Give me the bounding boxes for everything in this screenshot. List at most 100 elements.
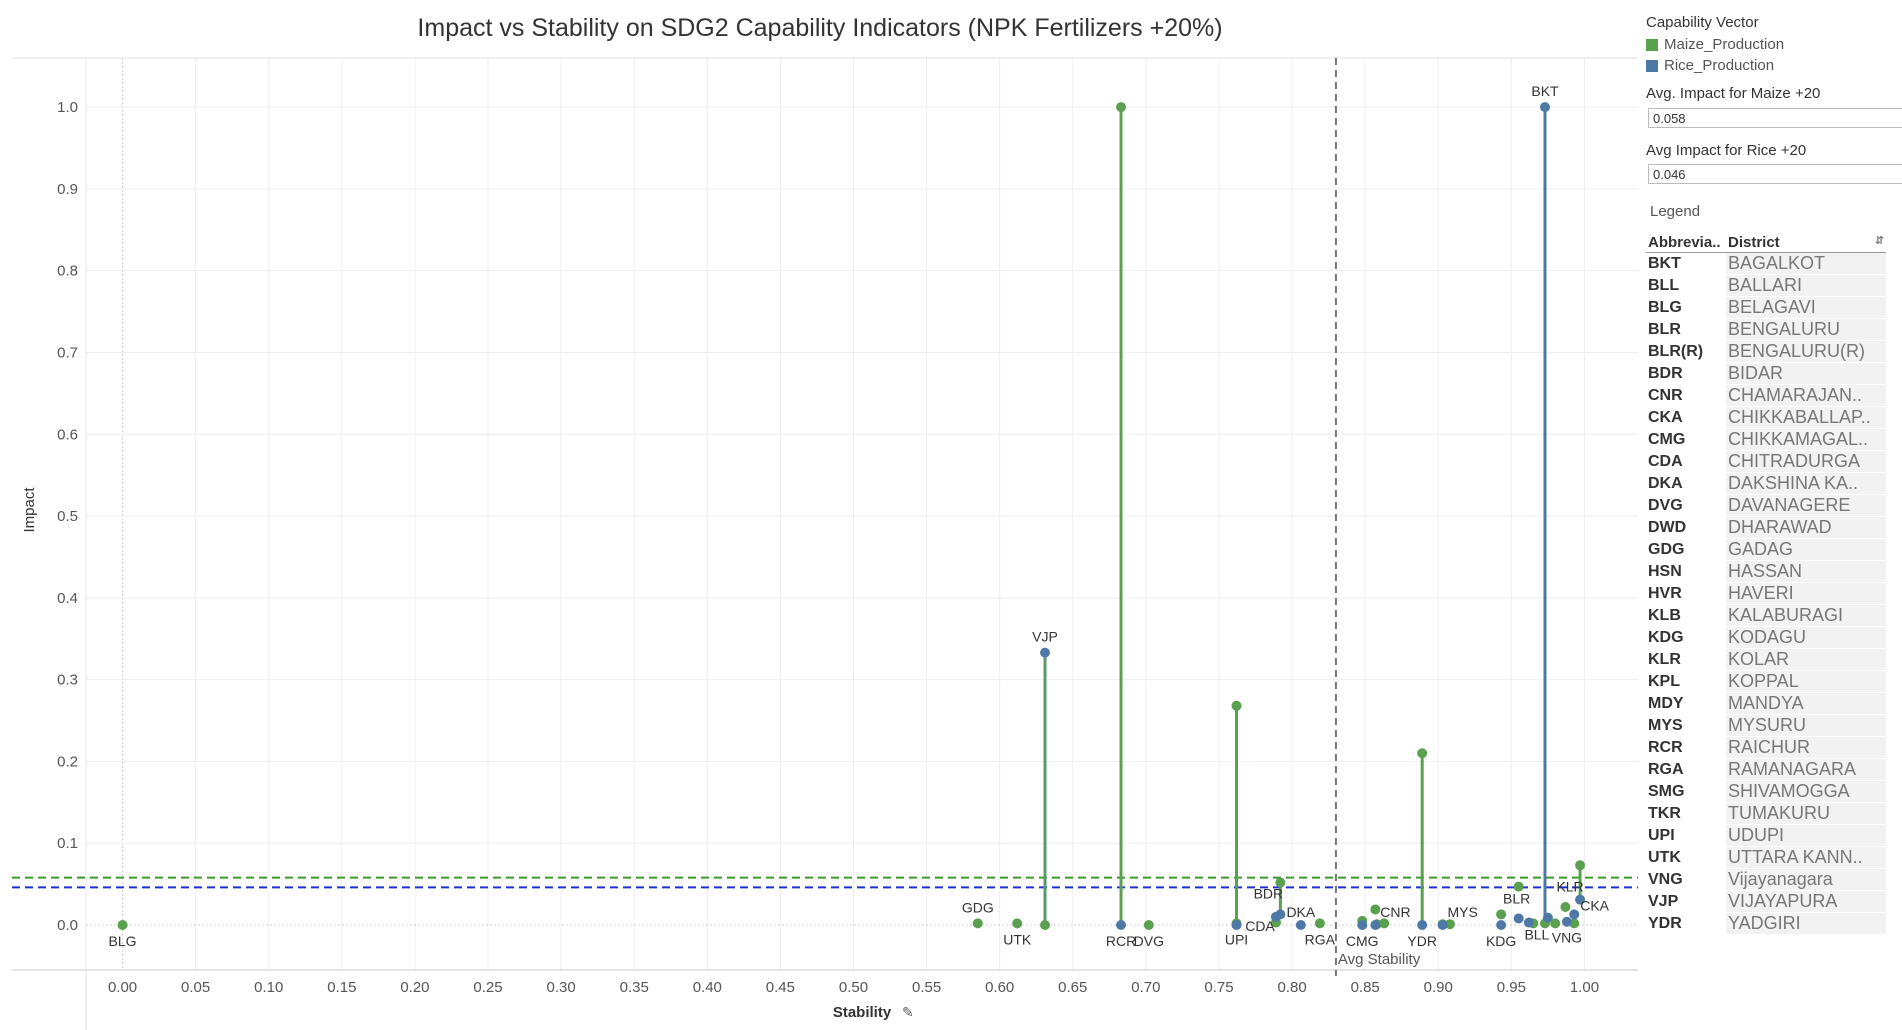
reference-lines: Avg Stability bbox=[12, 58, 1638, 976]
abbr-column-header[interactable]: Abbrevia.. bbox=[1646, 232, 1726, 253]
table-row[interactable]: VJP VIJAYAPURA bbox=[1646, 890, 1886, 913]
table-row[interactable]: CMG CHIKKAMAGAL.. bbox=[1646, 428, 1886, 451]
data-point[interactable] bbox=[1231, 700, 1242, 711]
y-tick-label: 0.8 bbox=[57, 263, 78, 280]
x-tick-label: 0.45 bbox=[766, 979, 795, 996]
maize-param-input[interactable]: 0.058 bbox=[1648, 108, 1902, 128]
data-point[interactable] bbox=[1295, 920, 1306, 931]
table-row[interactable]: BLR BENGALURU bbox=[1646, 318, 1886, 341]
data-point[interactable] bbox=[1143, 920, 1154, 931]
x-tick-label: 0.85 bbox=[1351, 979, 1380, 996]
table-row[interactable]: SMG SHIVAMOGGA bbox=[1646, 780, 1886, 803]
table-row[interactable]: HSN HASSAN bbox=[1646, 560, 1886, 583]
data-point[interactable] bbox=[1370, 920, 1381, 931]
x-tick-label: 0.65 bbox=[1058, 979, 1087, 996]
data-point[interactable] bbox=[1040, 920, 1051, 931]
table-row[interactable]: DKA DAKSHINA KA.. bbox=[1646, 472, 1886, 495]
sort-icon[interactable]: ⇵ bbox=[1874, 234, 1884, 247]
table-row[interactable]: VNG Vijayanagara bbox=[1646, 868, 1886, 891]
data-point[interactable] bbox=[1569, 909, 1580, 920]
data-point[interactable] bbox=[1314, 918, 1325, 929]
point-label: BLL bbox=[1524, 927, 1549, 943]
rice-param-label: Avg Impact for Rice +20 bbox=[1646, 142, 1807, 159]
table-row[interactable]: MYS MYSURU bbox=[1646, 714, 1886, 737]
table-row[interactable]: YDR YADGIRI bbox=[1646, 912, 1886, 935]
data-point[interactable] bbox=[1539, 102, 1550, 113]
data-point[interactable] bbox=[1417, 748, 1428, 759]
data-point[interactable] bbox=[1561, 916, 1572, 927]
table-row[interactable]: BKT BAGALKOT bbox=[1646, 252, 1886, 275]
district-cell: HAVERI bbox=[1726, 582, 1886, 605]
pin-icon[interactable]: ✎ bbox=[902, 1004, 914, 1020]
data-point[interactable] bbox=[1231, 920, 1242, 931]
data-point[interactable] bbox=[1012, 918, 1023, 929]
data-point[interactable] bbox=[1542, 912, 1553, 923]
data-point[interactable] bbox=[1116, 920, 1127, 931]
data-point[interactable] bbox=[1496, 909, 1507, 920]
data-point[interactable] bbox=[1040, 647, 1051, 658]
table-row[interactable]: CDA CHITRADURGA bbox=[1646, 450, 1886, 473]
data-point[interactable] bbox=[1275, 877, 1286, 888]
x-axis-title[interactable]: Stability ✎ bbox=[833, 1004, 914, 1021]
table-row[interactable]: KPL KOPPAL bbox=[1646, 670, 1886, 693]
table-row[interactable]: RGA RAMANAGARA bbox=[1646, 758, 1886, 781]
district-column-header[interactable]: District ⇵ bbox=[1726, 232, 1886, 253]
legend-item-rice[interactable]: Rice_Production bbox=[1646, 57, 1774, 74]
abbr-cell: MYS bbox=[1646, 714, 1726, 737]
table-row[interactable]: KLR KOLAR bbox=[1646, 648, 1886, 671]
point-label: KLR bbox=[1556, 879, 1583, 895]
data-point[interactable] bbox=[1513, 913, 1524, 924]
abbr-cell: SMG bbox=[1646, 780, 1726, 803]
table-row[interactable]: MDY MANDYA bbox=[1646, 692, 1886, 715]
table-row[interactable]: RCR RAICHUR bbox=[1646, 736, 1886, 759]
table-row[interactable]: UTK UTTARA KANN.. bbox=[1646, 846, 1886, 869]
legend-item-maize[interactable]: Maize_Production bbox=[1646, 36, 1784, 53]
avg-stability-label: Avg Stability bbox=[1338, 951, 1421, 968]
points[interactable] bbox=[117, 102, 1586, 931]
table-row[interactable]: BDR BIDAR bbox=[1646, 362, 1886, 385]
table-row[interactable]: UPI UDUPI bbox=[1646, 824, 1886, 847]
data-point[interactable] bbox=[1523, 917, 1534, 928]
data-point[interactable] bbox=[1560, 902, 1571, 913]
point-label: UPI bbox=[1225, 931, 1248, 947]
data-point[interactable] bbox=[1437, 920, 1448, 931]
abbr-cell: CKA bbox=[1646, 406, 1726, 429]
data-point[interactable] bbox=[1357, 920, 1368, 931]
scatter-chart: 0.00 0.05 0.10 0.15 0.20 0.25 0.30 0.35 0.40 0.45… bbox=[12, 57, 1638, 1030]
table-row[interactable]: TKR TUMAKURU bbox=[1646, 802, 1886, 825]
data-point[interactable] bbox=[1379, 918, 1390, 929]
table-row[interactable]: GDG GADAG bbox=[1646, 538, 1886, 561]
abbr-cell: RGA bbox=[1646, 758, 1726, 781]
point-label: DKA bbox=[1286, 904, 1315, 920]
data-point[interactable] bbox=[1575, 894, 1586, 905]
table-row[interactable]: DVG DAVANAGERE bbox=[1646, 494, 1886, 517]
table-row[interactable]: BLG BELAGAVI bbox=[1646, 296, 1886, 319]
district-cell: BIDAR bbox=[1726, 362, 1886, 385]
data-point[interactable] bbox=[1116, 102, 1127, 113]
point-label: CMG bbox=[1346, 933, 1379, 949]
data-point[interactable] bbox=[1575, 860, 1586, 871]
data-point[interactable] bbox=[1417, 920, 1428, 931]
district-cell: BENGALURU(R) bbox=[1726, 340, 1886, 363]
rice-param-input[interactable]: 0.046 bbox=[1648, 164, 1902, 184]
data-point[interactable] bbox=[1444, 919, 1455, 930]
table-row[interactable]: BLL BALLARI bbox=[1646, 274, 1886, 297]
data-point[interactable] bbox=[1496, 920, 1507, 931]
data-point[interactable] bbox=[972, 918, 983, 929]
abbr-cell: UTK bbox=[1646, 846, 1726, 869]
table-row[interactable]: BLR(R) BENGALURU(R) bbox=[1646, 340, 1886, 363]
rice-swatch-icon bbox=[1646, 59, 1658, 72]
table-row[interactable]: KDG KODAGU bbox=[1646, 626, 1886, 649]
data-point[interactable] bbox=[1513, 881, 1524, 892]
data-point[interactable] bbox=[117, 920, 128, 931]
table-row[interactable]: CNR CHAMARAJAN.. bbox=[1646, 384, 1886, 407]
data-point[interactable] bbox=[1275, 909, 1286, 920]
data-point[interactable] bbox=[1550, 918, 1561, 929]
table-row[interactable]: DWD DHARAWAD bbox=[1646, 516, 1886, 539]
data-point[interactable] bbox=[1370, 904, 1381, 915]
x-tick-label: 0.15 bbox=[327, 979, 356, 996]
table-row[interactable]: CKA CHIKKABALLAP.. bbox=[1646, 406, 1886, 429]
table-row[interactable]: HVR HAVERI bbox=[1646, 582, 1886, 605]
x-tick-label: 0.90 bbox=[1424, 979, 1453, 996]
table-row[interactable]: KLB KALABURAGI bbox=[1646, 604, 1886, 627]
